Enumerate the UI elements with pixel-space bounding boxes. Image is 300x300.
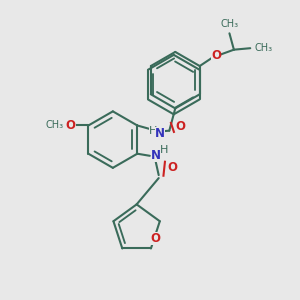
Text: O: O bbox=[167, 161, 177, 174]
Text: CH₃: CH₃ bbox=[220, 19, 238, 29]
Text: CH₃: CH₃ bbox=[45, 121, 63, 130]
Text: O: O bbox=[66, 119, 76, 132]
Text: H: H bbox=[149, 126, 157, 136]
Text: O: O bbox=[176, 120, 186, 133]
Text: N: N bbox=[151, 149, 161, 162]
Text: O: O bbox=[211, 49, 221, 62]
Text: O: O bbox=[150, 232, 161, 245]
Text: N: N bbox=[154, 127, 164, 140]
Text: H: H bbox=[160, 145, 168, 155]
Text: CH₃: CH₃ bbox=[255, 43, 273, 53]
